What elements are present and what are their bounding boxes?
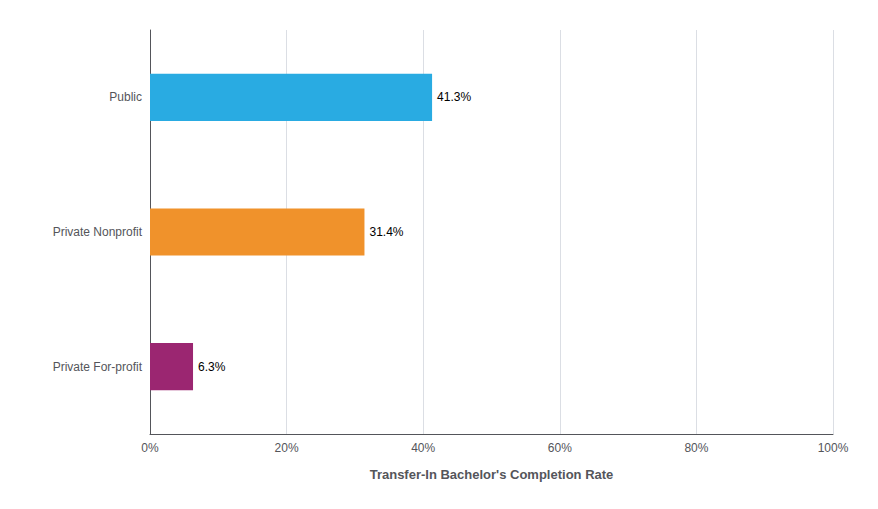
svg-text:40%: 40% xyxy=(411,441,435,455)
svg-text:60%: 60% xyxy=(548,441,572,455)
svg-text:Private Nonprofit: Private Nonprofit xyxy=(53,225,143,239)
svg-text:6.3%: 6.3% xyxy=(198,360,226,374)
svg-text:20%: 20% xyxy=(275,441,299,455)
svg-text:80%: 80% xyxy=(684,441,708,455)
svg-text:100%: 100% xyxy=(818,441,849,455)
svg-text:Public: Public xyxy=(109,90,142,104)
svg-text:Transfer-In Bachelor's Complet: Transfer-In Bachelor's Completion Rate xyxy=(370,467,614,482)
svg-text:31.4%: 31.4% xyxy=(369,225,403,239)
svg-text:Private For-profit: Private For-profit xyxy=(53,360,143,374)
svg-text:0%: 0% xyxy=(141,441,159,455)
svg-text:41.3%: 41.3% xyxy=(437,90,471,104)
